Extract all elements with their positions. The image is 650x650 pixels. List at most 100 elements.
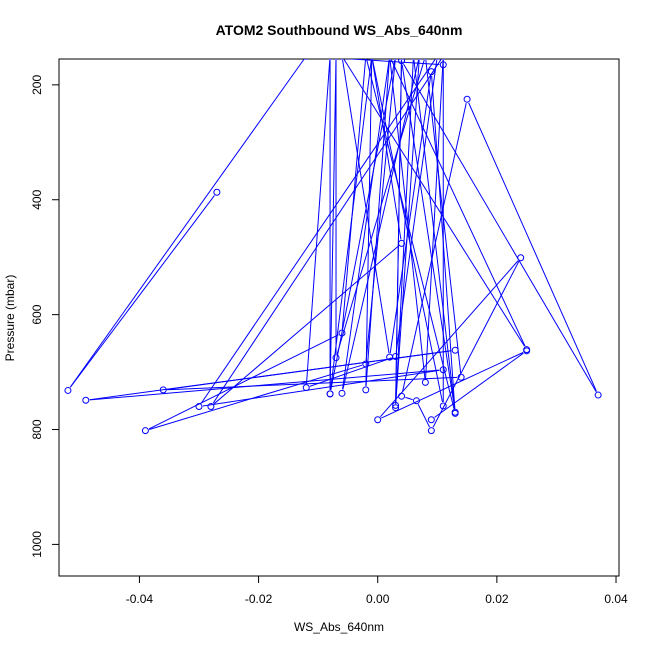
x-tick-label: 0.04 <box>604 592 628 606</box>
data-point <box>159 386 167 394</box>
data-point <box>392 404 400 412</box>
data-point <box>398 239 406 247</box>
series-line-segment <box>149 364 363 430</box>
series-line-segment <box>395 60 402 402</box>
x-tick-label: -0.04 <box>126 592 154 606</box>
data-point <box>398 59 406 65</box>
x-axis-label: WS_Abs_640nm <box>294 620 384 634</box>
series-line-segment <box>148 334 339 430</box>
series-line-segment <box>434 352 524 418</box>
series-line-segment <box>468 102 597 392</box>
data-point <box>207 403 215 411</box>
data-point <box>338 389 346 397</box>
data-point <box>362 360 370 368</box>
x-tick-label: 0.00 <box>366 592 390 606</box>
data-point <box>195 403 203 411</box>
data-point <box>441 59 446 60</box>
chart-title: ATOM2 Southbound WS_Abs_640nm <box>216 22 463 38</box>
data-point <box>302 384 310 392</box>
plot-area <box>64 59 602 435</box>
series-line-segment <box>417 404 431 428</box>
data-point <box>427 427 435 435</box>
series-line-segment <box>89 350 452 401</box>
data-point <box>362 386 370 394</box>
data-point <box>64 386 72 394</box>
data-point <box>374 416 382 424</box>
y-tick-label: 800 <box>30 419 44 439</box>
data-point <box>517 254 525 262</box>
data-point <box>338 329 346 337</box>
series-line-segment <box>413 60 456 409</box>
data-point <box>398 392 406 400</box>
data-point <box>523 346 531 354</box>
series-line-segment <box>390 59 526 347</box>
data-point <box>393 59 398 60</box>
data-point <box>457 373 465 381</box>
series-line-segment <box>343 59 440 65</box>
series-line-segment <box>343 59 525 347</box>
series-line-segment <box>395 60 414 404</box>
data-point <box>386 353 394 361</box>
series-line-segment <box>342 59 420 390</box>
series-line-segment <box>432 261 520 428</box>
series-line-segment <box>342 60 390 354</box>
data-point <box>326 390 334 398</box>
y-tick-label: 200 <box>30 75 44 95</box>
y-tick-label: 1000 <box>30 531 44 558</box>
x-tick-label: -0.02 <box>245 592 273 606</box>
data-point <box>392 401 400 409</box>
series-line-segment <box>213 245 399 405</box>
series-line-segment <box>405 396 413 401</box>
data-point <box>594 391 602 399</box>
data-point <box>332 354 340 362</box>
data-point <box>339 59 344 60</box>
y-axis-label: Pressure (mbar) <box>3 275 17 362</box>
data-point <box>387 59 392 60</box>
series-line-segment <box>89 369 440 401</box>
series-line-segment <box>309 357 392 387</box>
data-point <box>399 59 404 60</box>
data-point <box>213 188 221 196</box>
series-line-segment <box>389 75 432 354</box>
data-point <box>417 59 422 60</box>
series-line-segment <box>202 369 440 407</box>
data-point <box>304 59 309 60</box>
data-point <box>439 61 447 69</box>
x-tick-label: 0.02 <box>485 592 509 606</box>
data-point <box>435 59 440 60</box>
data-point <box>451 346 459 354</box>
series-line-segment <box>372 59 443 403</box>
data-point <box>451 409 459 417</box>
data-point <box>411 59 416 60</box>
series-line-segment <box>329 60 337 390</box>
series-line-segment <box>69 195 215 388</box>
series-line-segment <box>401 103 467 393</box>
data-point <box>423 59 428 60</box>
data-point <box>427 68 435 76</box>
data-point <box>421 378 429 386</box>
data-point <box>141 427 149 435</box>
data-point <box>334 59 339 60</box>
data-point <box>463 95 471 103</box>
data-point <box>439 366 447 374</box>
series-line-segment <box>69 59 305 388</box>
data-point <box>439 402 447 410</box>
series-line-segment <box>167 376 458 391</box>
data-point <box>363 59 368 60</box>
series-line-segment <box>403 63 597 392</box>
y-tick-label: 400 <box>30 189 44 209</box>
series-line-segment <box>365 60 396 361</box>
series-line-segment <box>371 59 402 240</box>
y-tick-label: 600 <box>30 304 44 324</box>
series-line-segment <box>395 60 438 353</box>
data-point <box>369 59 374 60</box>
data-point <box>82 396 90 404</box>
series-line-segment <box>389 60 426 379</box>
data-point <box>328 59 333 60</box>
data-point <box>427 416 435 424</box>
x-axis: -0.04 -0.02 0.00 0.02 0.04 <box>126 575 628 606</box>
y-axis: 200 400 600 800 1000 <box>30 75 60 558</box>
